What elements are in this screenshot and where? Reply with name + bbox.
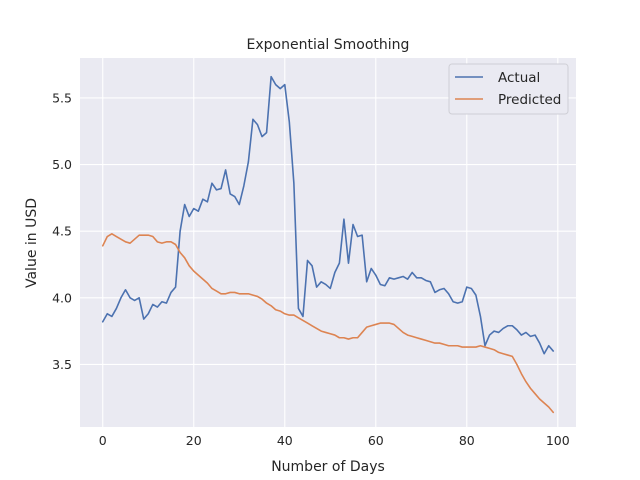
legend: Actual Predicted xyxy=(448,63,569,115)
series-lines xyxy=(101,75,555,414)
x-axis-ticks: 0 20 40 60 80 100 xyxy=(99,433,570,448)
x-tick-label: 80 xyxy=(459,433,475,448)
x-tick-label: 60 xyxy=(368,433,384,448)
legend-label-predicted: Predicted xyxy=(498,92,561,108)
y-axis-label: Value in USD xyxy=(24,198,40,288)
y-tick-label: 5.5 xyxy=(52,90,72,105)
y-tick-label: 3.5 xyxy=(52,357,72,372)
chart-title: Exponential Smoothing xyxy=(247,37,410,53)
y-tick-label: 4.0 xyxy=(52,290,72,305)
y-tick-label: 5.0 xyxy=(52,157,72,172)
y-axis-ticks: 3.5 4.0 4.5 5.0 5.5 xyxy=(52,90,72,371)
x-axis-label: Number of Days xyxy=(271,459,385,475)
x-tick-label: 40 xyxy=(277,433,293,448)
x-tick-label: 20 xyxy=(186,433,202,448)
x-tick-label: 100 xyxy=(546,433,570,448)
series-line-predicted xyxy=(101,233,555,414)
series-line-actual xyxy=(101,75,555,355)
y-tick-label: 4.5 xyxy=(52,224,72,239)
legend-label-actual: Actual xyxy=(498,70,540,86)
x-tick-label: 0 xyxy=(99,433,107,448)
